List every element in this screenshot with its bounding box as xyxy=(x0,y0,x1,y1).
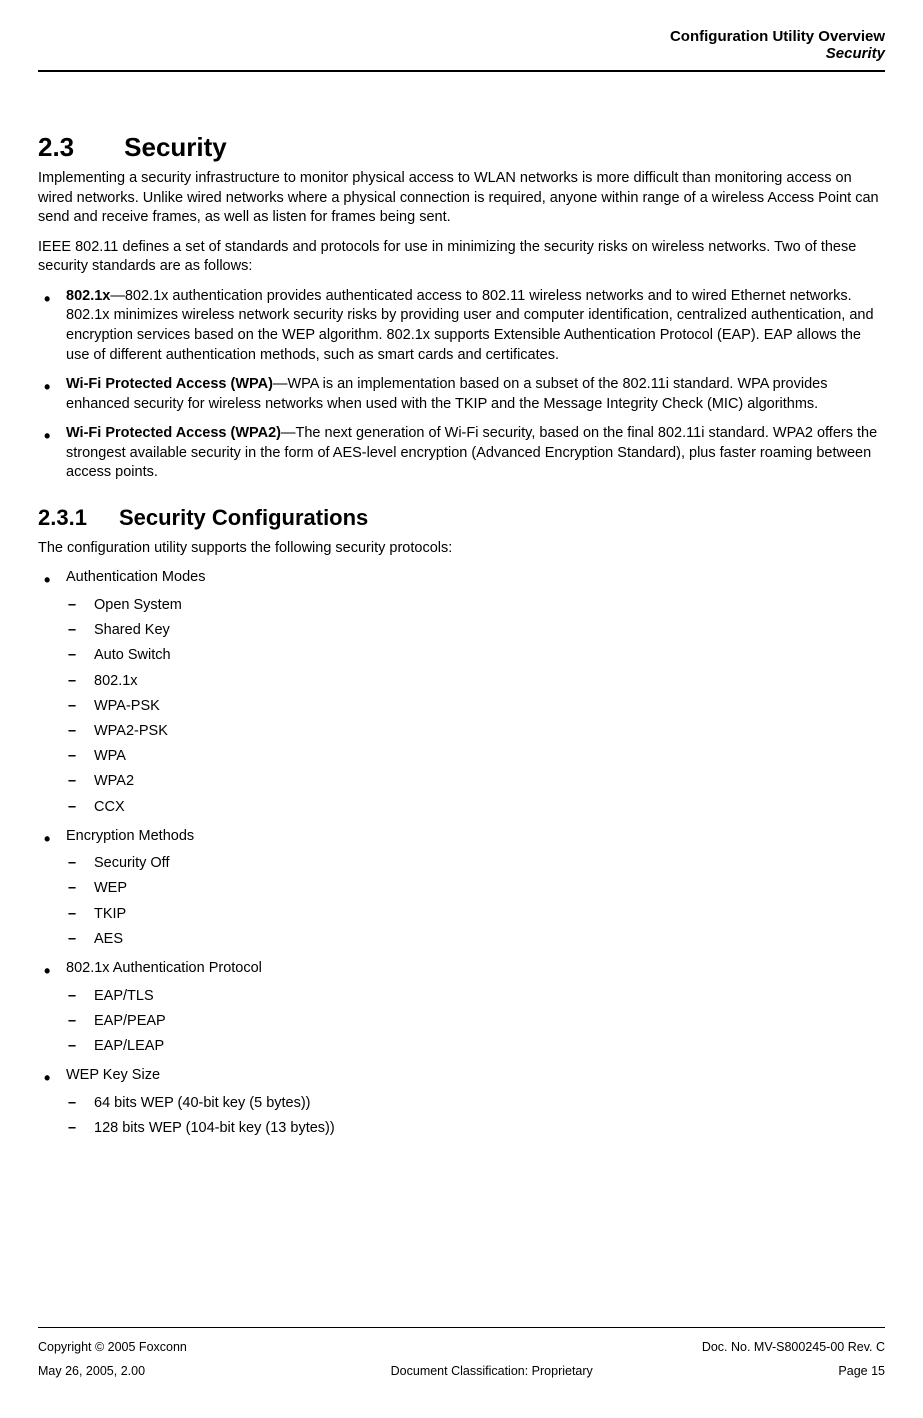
list-item: 802.1x Authentication Protocol EAP/TLS E… xyxy=(38,959,885,1058)
list-item: WEP Key Size 64 bits WEP (40-bit key (5 … xyxy=(38,1066,885,1140)
footer-date: May 26, 2005, 2.00 xyxy=(38,1364,145,1378)
footer-copyright: Copyright © 2005 Foxconn xyxy=(38,1340,187,1354)
sub-item: WPA xyxy=(66,745,885,768)
header-rule xyxy=(38,70,885,72)
group-label: WEP Key Size xyxy=(66,1067,160,1083)
protocols-list: Authentication Modes Open System Shared … xyxy=(38,568,885,1140)
sub-item: WEP xyxy=(66,877,885,900)
sub-list: Open System Shared Key Auto Switch 802.1… xyxy=(66,594,885,819)
subsection-title: Security Configurations xyxy=(119,505,368,530)
sub-item: WPA2-PSK xyxy=(66,720,885,743)
sub-item: EAP/LEAP xyxy=(66,1035,885,1058)
list-item: Wi-Fi Protected Access (WPA2)—The next g… xyxy=(38,424,885,483)
list-item: 802.1x—802.1x authentication provides au… xyxy=(38,287,885,365)
sub-item: Security Off xyxy=(66,852,885,875)
bullet-bold: 802.1x xyxy=(66,288,110,304)
group-label: Encryption Methods xyxy=(66,828,194,844)
footer-rule xyxy=(38,1327,885,1328)
security-standards-list: 802.1x—802.1x authentication provides au… xyxy=(38,287,885,483)
section-para-2: IEEE 802.11 defines a set of standards a… xyxy=(38,238,885,277)
list-item: Wi-Fi Protected Access (WPA)—WPA is an i… xyxy=(38,375,885,414)
section-para-1: Implementing a security infrastructure t… xyxy=(38,169,885,228)
sub-item: 64 bits WEP (40-bit key (5 bytes)) xyxy=(66,1092,885,1115)
footer-classification: Document Classification: Proprietary xyxy=(391,1364,593,1378)
list-item: Authentication Modes Open System Shared … xyxy=(38,568,885,818)
footer-row-1: Copyright © 2005 Foxconn Doc. No. MV-S80… xyxy=(38,1340,885,1354)
page-header: Configuration Utility Overview Security xyxy=(38,28,885,62)
sub-item: AES xyxy=(66,928,885,951)
header-subtitle: Security xyxy=(38,45,885,62)
sub-item: 802.1x xyxy=(66,670,885,693)
group-label: Authentication Modes xyxy=(66,569,205,585)
sub-item: EAP/TLS xyxy=(66,985,885,1008)
list-item: Encryption Methods Security Off WEP TKIP… xyxy=(38,827,885,951)
section-title: Security xyxy=(124,132,227,162)
header-title: Configuration Utility Overview xyxy=(38,28,885,45)
sub-item: CCX xyxy=(66,796,885,819)
sub-item: WPA2 xyxy=(66,770,885,793)
sub-item: EAP/PEAP xyxy=(66,1010,885,1033)
sub-list: 64 bits WEP (40-bit key (5 bytes)) 128 b… xyxy=(66,1092,885,1140)
sub-list: Security Off WEP TKIP AES xyxy=(66,852,885,951)
section-heading: 2.3 Security xyxy=(38,132,885,163)
sub-item: Open System xyxy=(66,594,885,617)
footer-row-2: May 26, 2005, 2.00 Document Classificati… xyxy=(38,1364,885,1378)
subsection-intro: The configuration utility supports the f… xyxy=(38,539,885,559)
bullet-bold: Wi-Fi Protected Access (WPA) xyxy=(66,376,273,392)
sub-item: Shared Key xyxy=(66,619,885,642)
subsection-heading: 2.3.1 Security Configurations xyxy=(38,505,885,531)
group-label: 802.1x Authentication Protocol xyxy=(66,960,262,976)
subsection-number: 2.3.1 xyxy=(38,505,87,531)
sub-item: Auto Switch xyxy=(66,644,885,667)
page-footer: Copyright © 2005 Foxconn Doc. No. MV-S80… xyxy=(38,1327,885,1388)
bullet-bold: Wi-Fi Protected Access (WPA2) xyxy=(66,425,281,441)
sub-item: WPA-PSK xyxy=(66,695,885,718)
sub-item: 128 bits WEP (104-bit key (13 bytes)) xyxy=(66,1117,885,1140)
section-number: 2.3 xyxy=(38,132,74,163)
sub-list: EAP/TLS EAP/PEAP EAP/LEAP xyxy=(66,985,885,1059)
footer-docno: Doc. No. MV-S800245-00 Rev. C xyxy=(702,1340,885,1354)
sub-item: TKIP xyxy=(66,903,885,926)
bullet-text: —802.1x authentication provides authenti… xyxy=(66,288,874,363)
footer-page: Page 15 xyxy=(838,1364,885,1378)
